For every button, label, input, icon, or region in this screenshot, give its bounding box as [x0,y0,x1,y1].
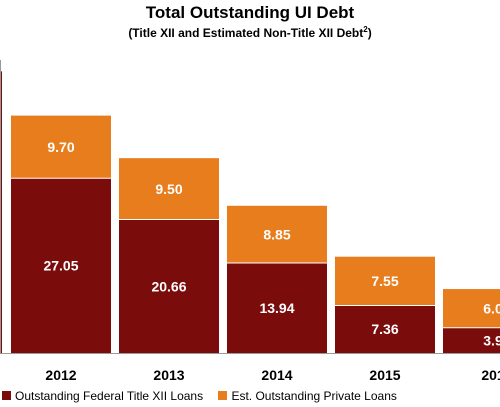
chart-title: Total Outstanding UI Debt [145,3,355,22]
bar-private-2014 [227,205,327,263]
bar-federal-2012 [11,178,111,353]
data-label-federal-2013: 20.66 [151,278,186,294]
data-label-federal-2012: 27.05 [43,258,78,274]
bar-federal-2015 [335,305,435,353]
data-label-federal-2014: 13.94 [259,300,294,316]
x-tick-label-2013: 2013 [153,367,184,383]
data-label-private-2012: 9.70 [47,139,74,155]
bar-federal-2014 [227,262,327,353]
bar-private-2015 [335,256,435,306]
bar-federal-2013 [119,219,219,353]
legend-swatch-private-loans [218,391,228,400]
x-tick-label-2012: 2012 [45,367,76,383]
bar-private-2013 [119,158,219,220]
x-tick-label-2015: 2015 [369,367,400,383]
data-label-federal-2015: 7.36 [371,321,398,337]
data-label-private-2013: 9.50 [155,181,182,197]
x-tick-label-2014: 2014 [261,367,292,383]
x-tick-label-2016: 201 [481,367,500,383]
data-label-private-2014: 8.85 [263,226,290,242]
bar-private-2016 [443,289,500,328]
bar-federal-2016 [443,327,500,353]
chart-subtitle: (Title XII and Estimated Non-Title XII D… [128,25,372,40]
legend-label-private-loans: Est. Outstanding Private Loans [231,389,397,403]
data-label-private-2015: 7.55 [371,273,398,289]
legend-item-private-loans: Est. Outstanding Private Loans [218,389,397,403]
legend-label-federal-loans: Outstanding Federal Title XII Loans [15,389,204,403]
legend-swatch-federal-loans [2,391,11,400]
legend-item-federal-loans: Outstanding Federal Title XII Loans [2,389,203,403]
bar-private-2012 [11,115,111,179]
data-label-federal-2016: 3.9 [483,332,500,348]
chart-legend: Outstanding Federal Title XII Loans Est.… [2,389,409,403]
data-label-private-2016: 6.0 [483,300,500,316]
